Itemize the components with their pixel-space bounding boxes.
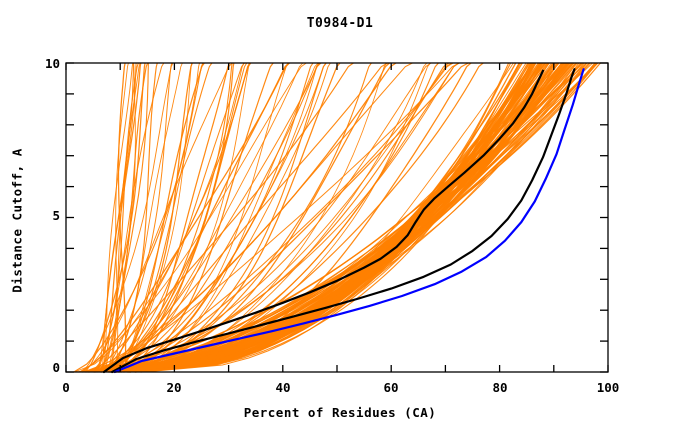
- page-title: T0984-D1: [306, 16, 374, 31]
- y-tick-label-0: 0: [52, 360, 60, 375]
- x-tick-label-100: 100: [596, 380, 620, 395]
- y-tick-label-5: 5: [52, 208, 60, 223]
- x-tick-label-40: 40: [275, 380, 291, 395]
- reference-curves-layer: [102, 68, 585, 374]
- y-tick-label-10: 10: [44, 56, 60, 71]
- x-tick-label-60: 60: [383, 380, 399, 395]
- x-tick-label-0: 0: [62, 380, 70, 395]
- x-tick-label-20: 20: [166, 380, 182, 395]
- x-axis-title: Percent of Residues (CA): [243, 405, 437, 420]
- prediction-curves-layer: [73, 62, 601, 373]
- axes-frame-layer: [65, 62, 609, 373]
- x-tick-label-80: 80: [492, 380, 508, 395]
